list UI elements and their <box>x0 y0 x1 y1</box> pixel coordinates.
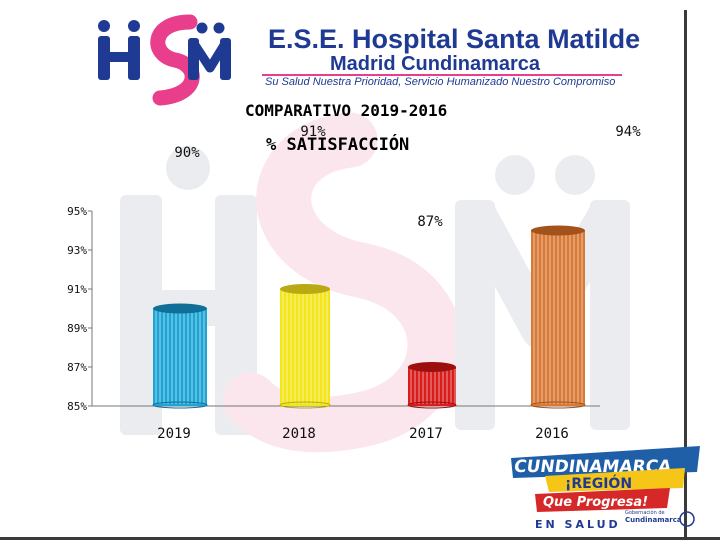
bar-base <box>407 401 457 409</box>
badge-org-name: Cundinamarca <box>625 516 682 524</box>
y-tick-label: 85% <box>67 400 87 413</box>
badge-line4: EN SALUD <box>535 518 621 531</box>
bar-cap <box>153 303 207 314</box>
badge-line2: ¡REGIÓN <box>565 474 632 492</box>
badge-org-small: Gobernación de <box>625 509 665 516</box>
chart-title: COMPARATIVO 2019-2016 <box>245 101 448 120</box>
bar-base <box>152 401 208 409</box>
y-tick-label: 95% <box>67 205 87 218</box>
x-tick-label: 2016 <box>535 426 569 442</box>
chart-subtitle: % SATISFACCIÓN <box>266 135 410 155</box>
data-label: 91% <box>300 124 326 140</box>
bar <box>408 367 456 406</box>
y-tick-label: 91% <box>67 283 87 296</box>
bar-cap <box>280 284 330 294</box>
data-label: 90% <box>174 145 200 161</box>
bar-base <box>279 401 331 409</box>
bar <box>280 289 330 406</box>
hsm-logo <box>98 14 231 106</box>
cundinamarca-badge: CUNDINAMARCA ¡REGIÓN Que Progresa! EN SA… <box>511 446 700 531</box>
badge-line3: Que Progresa! <box>543 495 648 510</box>
frame-bottom-line <box>0 537 720 540</box>
badge-mid-ribbon <box>545 468 685 492</box>
data-label: 87% <box>417 214 443 230</box>
badge-seal-icon <box>679 511 695 527</box>
y-tick-label: 87% <box>67 361 87 374</box>
bar-cap <box>531 225 585 236</box>
badge-red-ribbon <box>535 488 670 512</box>
hospital-name: E.S.E. Hospital Santa Matilde <box>268 24 641 54</box>
y-tick-label: 89% <box>67 322 87 335</box>
data-label: 94% <box>615 124 641 140</box>
frame-right-line <box>684 10 687 540</box>
x-tick-label: 2019 <box>157 426 191 442</box>
hospital-location: Madrid Cundinamarca <box>330 53 541 75</box>
x-tick-label: 2017 <box>409 426 443 442</box>
bar-cap <box>408 362 456 372</box>
y-tick-label: 93% <box>67 244 87 257</box>
bar-base <box>530 401 586 409</box>
slogan-divider <box>262 74 622 76</box>
hospital-slogan: Su Salud Nuestra Prioridad, Servicio Hum… <box>265 76 616 88</box>
x-tick-label: 2018 <box>282 426 316 442</box>
